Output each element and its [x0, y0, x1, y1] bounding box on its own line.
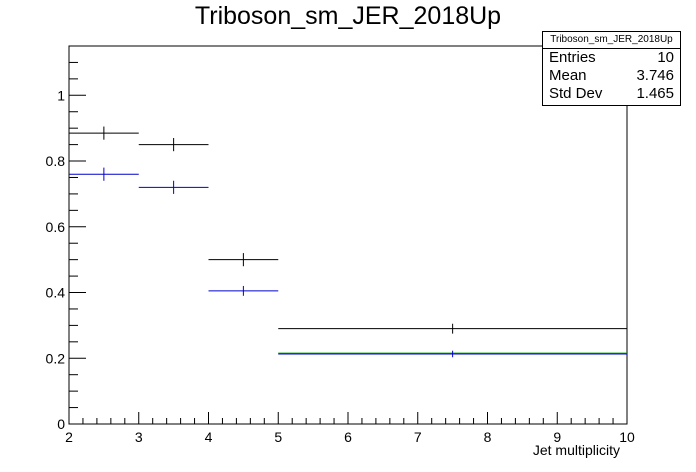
stats-box-title: Triboson_sm_JER_2018Up [543, 32, 680, 49]
x-tick-label: 8 [484, 429, 492, 445]
stats-label-stddev: Std Dev [549, 85, 603, 102]
y-tick-label: 0.8 [46, 153, 66, 169]
x-axis-label: Jet multiplicity [532, 442, 620, 458]
y-tick-label: 0 [57, 416, 65, 432]
x-tick-label: 5 [274, 429, 282, 445]
stats-box: Triboson_sm_JER_2018Up Entries 10 Mean 3… [542, 31, 681, 106]
stats-value-entries: 10 [657, 49, 674, 66]
x-tick-label: 4 [205, 429, 213, 445]
x-tick-label: 7 [414, 429, 422, 445]
x-tick-label: 3 [135, 429, 143, 445]
y-tick-label: 0.2 [46, 350, 66, 366]
y-tick-label: 0.6 [46, 219, 66, 235]
stats-row-mean: Mean 3.746 [543, 67, 680, 85]
stats-row-entries: Entries 10 [543, 49, 680, 67]
stats-value-stddev: 1.465 [636, 85, 674, 102]
y-tick-label: 1 [57, 87, 65, 103]
stats-row-stddev: Std Dev 1.465 [543, 85, 680, 103]
y-tick-label: 0.4 [46, 285, 66, 301]
x-tick-label: 10 [619, 429, 635, 445]
stats-label-mean: Mean [549, 67, 587, 84]
x-tick-label: 2 [65, 429, 73, 445]
x-tick-label: 9 [553, 429, 561, 445]
chart-title: Triboson_sm_JER_2018Up [194, 2, 502, 30]
stats-label-entries: Entries [549, 49, 596, 66]
x-tick-label: 6 [344, 429, 352, 445]
stats-value-mean: 3.746 [636, 67, 674, 84]
